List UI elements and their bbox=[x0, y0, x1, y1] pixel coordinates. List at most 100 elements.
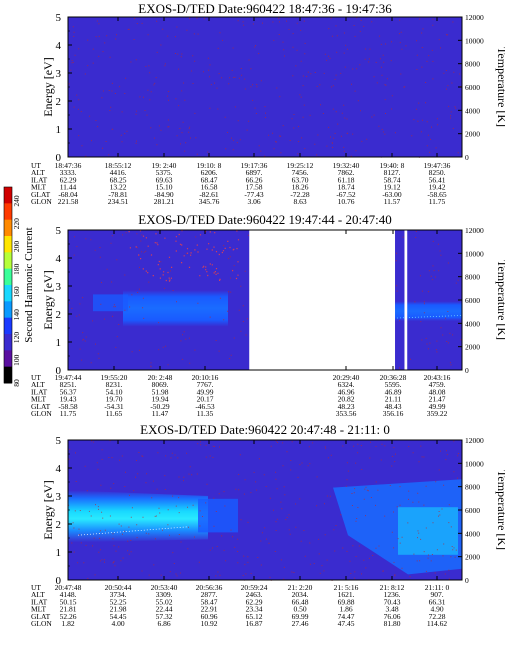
noise-speckle bbox=[69, 230, 462, 371]
ephemeris-row-label: MLT bbox=[31, 183, 47, 192]
ion-band-fade bbox=[198, 498, 238, 533]
ephemeris-cell: 56.37 bbox=[60, 387, 77, 396]
ephemeris-cell: 15.10 bbox=[156, 183, 173, 192]
ephemeris-cell: 234.51 bbox=[108, 197, 129, 206]
colorbar-tick-label: 160 bbox=[12, 286, 21, 298]
ephemeris-cell: 6.86 bbox=[157, 619, 170, 628]
ephemeris-cell: 20:10:16 bbox=[192, 373, 219, 382]
ephemeris-cell: -58.65 bbox=[427, 190, 447, 199]
ephemeris-cell: 907. bbox=[430, 590, 443, 599]
ephemeris-cell: 65.12 bbox=[246, 612, 263, 621]
ephemeris-cell: 19:32:40 bbox=[333, 161, 360, 170]
ephemeris-cell: 18.74 bbox=[338, 183, 355, 192]
colorbar-segment bbox=[4, 317, 12, 335]
colorbar-tick-label: 100 bbox=[12, 354, 21, 366]
ephemeris-cell: 4148. bbox=[60, 590, 77, 599]
ephemeris-cell: 16.87 bbox=[246, 619, 263, 628]
ephemeris-row-label: UT bbox=[31, 583, 41, 592]
ephemeris-cell: 353.56 bbox=[336, 409, 357, 418]
ephemeris-cell: 18.26 bbox=[292, 183, 309, 192]
ephemeris-cell: 20:29:40 bbox=[333, 373, 360, 382]
y2-axis-label: Temperature [K] bbox=[495, 470, 505, 550]
colorbar-segment bbox=[4, 203, 12, 221]
data-gap bbox=[249, 229, 396, 371]
ephemeris-cell: 1236. bbox=[384, 590, 401, 599]
ephemeris-cell: 46.96 bbox=[338, 387, 355, 396]
y-tick-label: 0 bbox=[56, 575, 62, 587]
ephemeris-cell: 49.99 bbox=[197, 387, 214, 396]
ephemeris-cell: 359.22 bbox=[427, 409, 448, 418]
ephemeris-cell: 11.65 bbox=[106, 409, 123, 418]
ephemeris-row-label: ALT bbox=[31, 168, 45, 177]
y-tick-label: 2 bbox=[56, 309, 62, 321]
colorbar-tick-label: 80 bbox=[12, 379, 21, 387]
y-tick-label: 5 bbox=[56, 12, 62, 24]
y2-tick-label: 0 bbox=[465, 576, 469, 585]
colorbar-segment bbox=[4, 301, 12, 319]
ephemeris-cell: 3333. bbox=[60, 168, 77, 177]
ephemeris-cell: 19:47:44 bbox=[55, 373, 82, 382]
ephemeris-cell: 114.62 bbox=[427, 619, 448, 628]
ephemeris-cell: 11.35 bbox=[197, 409, 214, 418]
ephemeris-cell: 4.90 bbox=[430, 605, 443, 614]
ephemeris-cell: 21.11 bbox=[385, 395, 402, 404]
ephemeris-cell: 47.45 bbox=[338, 619, 355, 628]
ephemeris-cell: 2877. bbox=[201, 590, 218, 599]
ephemeris-cell: 20:47:48 bbox=[55, 583, 82, 592]
ephemeris-cell: 19: 2:40 bbox=[152, 161, 177, 170]
ephemeris-row-label: MLT bbox=[31, 605, 47, 614]
ephemeris-cell: -54.31 bbox=[104, 402, 124, 411]
colorbar: 240 220 200 180 160 140 120 100 80 Second Harmoni… bbox=[3, 186, 35, 387]
ion-band bbox=[68, 490, 208, 543]
ephemeris-cell: 3.06 bbox=[247, 197, 260, 206]
ephemeris-cell: 57.32 bbox=[156, 612, 173, 621]
ephemeris-cell: 5375. bbox=[156, 168, 173, 177]
ephemeris-cell: -68.04 bbox=[58, 190, 78, 199]
ephemeris-cell: 21: 5:16 bbox=[334, 583, 359, 592]
ephemeris-cell: 19:17:36 bbox=[241, 161, 268, 170]
ephemeris-cell: 55.02 bbox=[156, 597, 173, 606]
colorbar-frame bbox=[3, 186, 13, 384]
ephemeris-cell: 356.16 bbox=[383, 409, 404, 418]
y2-tick-label: 6000 bbox=[465, 83, 480, 92]
y-tick-label: 3 bbox=[56, 491, 62, 503]
ephemeris-cell: 4759. bbox=[429, 380, 446, 389]
ephemeris-cell: 19:40: 8 bbox=[380, 161, 405, 170]
spectrogram-panel-3: EXOS-D/TED Date:960422 20:47:48 - 21:11:… bbox=[31, 422, 505, 628]
ephemeris-cell: -72.28 bbox=[290, 190, 310, 199]
ephemeris-cell: 3734. bbox=[110, 590, 127, 599]
ephemeris-cell: 7862. bbox=[338, 168, 355, 177]
ephemeris-cell: 20:36:28 bbox=[380, 373, 407, 382]
panel-title: EXOS-D/TED Date:960422 19:47:44 - 20:47:… bbox=[138, 212, 391, 227]
ephemeris-cell: 6897. bbox=[246, 168, 263, 177]
y2-tick-label: 12000 bbox=[465, 226, 484, 235]
ephemeris-table: UTALTILATMLTGLATGLON20:47:484148.50.1521… bbox=[31, 583, 450, 628]
ephemeris-row-label: ILAT bbox=[31, 597, 48, 606]
ephemeris-cell: 8127. bbox=[384, 168, 401, 177]
ephemeris-cell: -50.29 bbox=[150, 402, 170, 411]
ephemeris-cell: 17.58 bbox=[246, 183, 263, 192]
ephemeris-cell: 0.50 bbox=[293, 605, 306, 614]
ephemeris-cell: 1.86 bbox=[339, 605, 352, 614]
ephemeris-cell: 19.43 bbox=[60, 395, 77, 404]
y2-tick-label: 8000 bbox=[465, 60, 480, 69]
ephemeris-cell: 19.12 bbox=[384, 183, 401, 192]
ephemeris-cell: 48.43 bbox=[385, 402, 402, 411]
ephemeris-cell: -46.53 bbox=[195, 402, 215, 411]
ion-band-right-core bbox=[398, 507, 458, 555]
ephemeris-cell: 66.31 bbox=[429, 597, 446, 606]
ephemeris-cell: 7456. bbox=[292, 168, 309, 177]
ephemeris-cell: 76.06 bbox=[384, 612, 401, 621]
ephemeris-cell: 8250. bbox=[429, 168, 446, 177]
ephemeris-cell: 50.15 bbox=[60, 597, 77, 606]
ephemeris-cell: 81.80 bbox=[384, 619, 401, 628]
ion-band bbox=[123, 290, 228, 327]
ion-band-edge bbox=[93, 294, 128, 312]
ephemeris-cell: 7767. bbox=[197, 380, 214, 389]
ephemeris-row-label: UT bbox=[31, 373, 41, 382]
ephemeris-cell: 19:47:36 bbox=[424, 161, 451, 170]
temperature-trace bbox=[77, 526, 189, 536]
ephemeris-cell: 6206. bbox=[201, 168, 218, 177]
colorbar-segment bbox=[4, 334, 12, 351]
ephemeris-cell: 10.92 bbox=[201, 619, 218, 628]
